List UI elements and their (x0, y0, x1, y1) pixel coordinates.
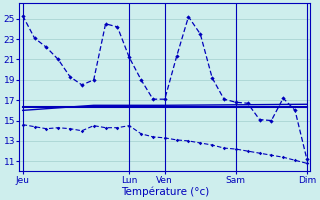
X-axis label: Température (°c): Température (°c) (121, 186, 209, 197)
